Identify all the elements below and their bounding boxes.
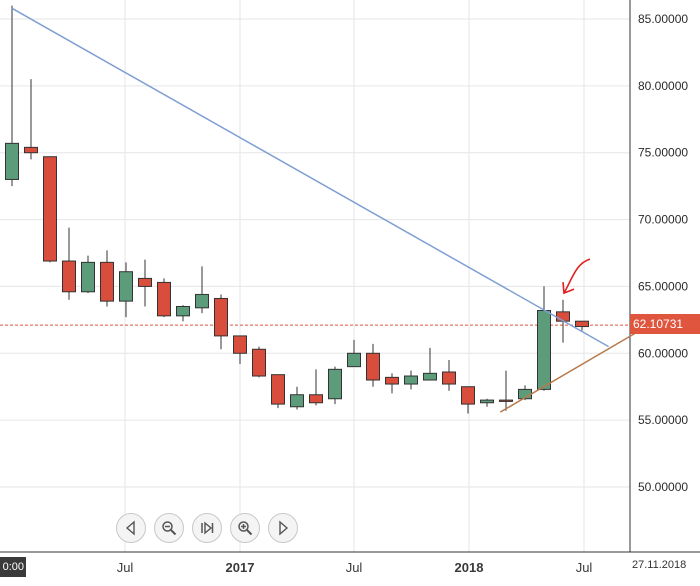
candle-up: [423, 372, 437, 381]
price-axis-label: 60.00000: [638, 346, 688, 360]
reset-icon: [201, 521, 214, 535]
hand-drawn-arrow: [563, 258, 591, 294]
triangle-right-icon: [279, 520, 289, 536]
zoom-in-button[interactable]: [230, 513, 260, 543]
crosshair-time-label: 0:00: [0, 557, 26, 577]
candle-up: [480, 399, 494, 404]
candle-down: [309, 394, 323, 404]
candle-down: [100, 261, 114, 302]
candle-down: [556, 311, 570, 322]
candle-down: [157, 281, 171, 317]
candle-up: [5, 142, 19, 180]
candle-up: [176, 305, 190, 317]
zoom-out-icon: [162, 521, 177, 536]
price-axis-label: 85.00000: [638, 12, 688, 26]
price-axis-label: 55.00000: [638, 413, 688, 427]
price-axis-label: 50.00000: [638, 480, 688, 494]
candle-down: [62, 260, 76, 293]
reset-button[interactable]: [192, 513, 222, 543]
trendline: [11, 7, 609, 348]
candle-down: [461, 386, 475, 405]
time-axis-label: Jul: [576, 560, 593, 575]
hand-drawn-arrowhead: [562, 282, 575, 295]
candle-down: [442, 371, 456, 385]
triangle-left-icon: [125, 520, 135, 536]
zoom-out-button[interactable]: [154, 513, 184, 543]
price-axis-label: 80.00000: [638, 79, 688, 93]
candle-down: [575, 320, 589, 328]
price-axis-label: 75.00000: [638, 146, 688, 160]
candle-up: [195, 293, 209, 309]
time-axis-label: 2018: [455, 560, 484, 575]
current-date-label: 27.11.2018: [632, 559, 687, 571]
price-axis-label: 65.00000: [638, 279, 688, 293]
candle-up: [347, 352, 361, 368]
candle-down: [499, 399, 513, 402]
chart-navigation-toolbar: [116, 513, 298, 545]
price-axis-label: 70.00000: [638, 213, 688, 227]
scroll-right-button[interactable]: [268, 513, 298, 543]
time-axis-label: Jul: [117, 560, 134, 575]
trendline: [499, 332, 636, 413]
candle-up: [404, 375, 418, 385]
candle-up: [290, 394, 304, 408]
last-price-tag: 62.10731: [630, 314, 700, 334]
candle-down: [233, 335, 247, 354]
candle-down: [271, 374, 285, 405]
candle-down: [214, 297, 228, 337]
scroll-left-button[interactable]: [116, 513, 146, 543]
zoom-in-icon: [238, 521, 253, 536]
candle-down: [138, 277, 152, 287]
candle-up: [328, 368, 342, 400]
time-axis-label: 2017: [226, 560, 255, 575]
candle-up: [119, 271, 133, 302]
candle-down: [252, 348, 266, 377]
candle-down: [385, 376, 399, 385]
candle-down: [24, 146, 38, 154]
time-axis-label: Jul: [346, 560, 363, 575]
candle-up: [537, 309, 551, 390]
candle-up: [81, 261, 95, 293]
candle-down: [43, 156, 57, 262]
candle-down: [366, 352, 380, 381]
